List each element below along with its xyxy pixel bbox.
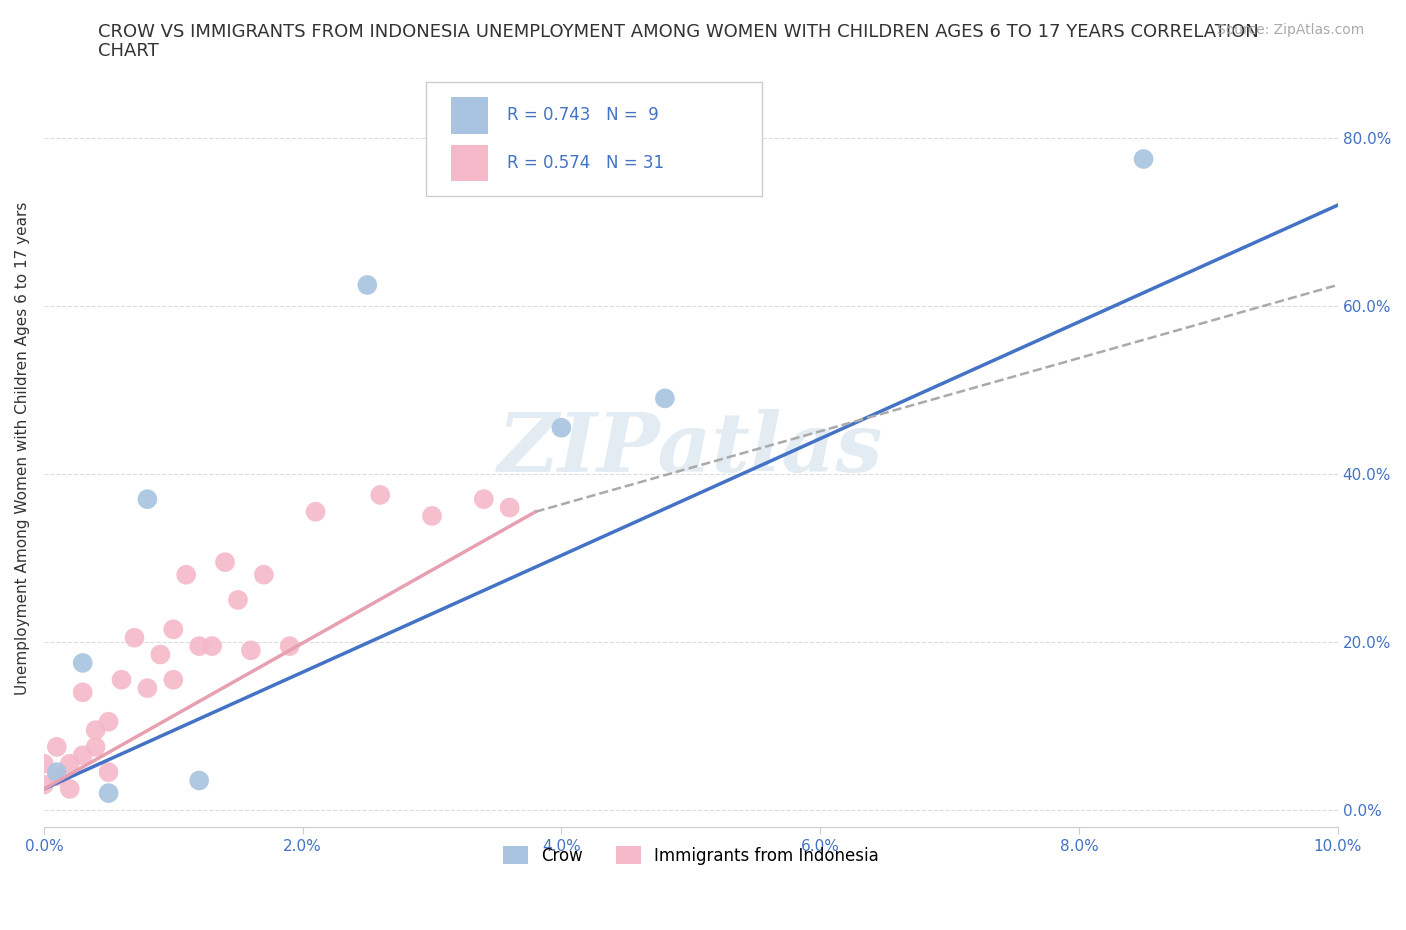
Point	[174, 567, 197, 582]
Point	[45, 769, 67, 784]
Point	[188, 773, 211, 788]
FancyBboxPatch shape	[451, 145, 488, 181]
Point	[97, 714, 120, 729]
Point	[420, 509, 443, 524]
Point	[32, 756, 55, 771]
Point	[72, 656, 94, 671]
FancyBboxPatch shape	[426, 82, 762, 195]
Point	[84, 739, 107, 754]
Point	[214, 554, 236, 569]
Point	[239, 643, 262, 658]
Point	[45, 764, 67, 779]
Point	[1132, 152, 1154, 166]
Point	[149, 647, 172, 662]
Point	[253, 567, 276, 582]
Point	[59, 781, 82, 796]
Point	[162, 672, 184, 687]
Y-axis label: Unemployment Among Women with Children Ages 6 to 17 years: Unemployment Among Women with Children A…	[15, 202, 30, 696]
Text: R = 0.574   N = 31: R = 0.574 N = 31	[508, 154, 664, 172]
Legend: Crow, Immigrants from Indonesia: Crow, Immigrants from Indonesia	[496, 840, 886, 871]
Point	[162, 622, 184, 637]
Point	[278, 639, 301, 654]
Point	[72, 684, 94, 699]
Point	[32, 777, 55, 792]
Point	[45, 739, 67, 754]
Text: ZIPatlas: ZIPatlas	[498, 409, 883, 489]
Point	[550, 420, 572, 435]
Point	[304, 504, 326, 519]
Point	[368, 487, 391, 502]
FancyBboxPatch shape	[451, 98, 488, 134]
Text: CROW VS IMMIGRANTS FROM INDONESIA UNEMPLOYMENT AMONG WOMEN WITH CHILDREN AGES 6 : CROW VS IMMIGRANTS FROM INDONESIA UNEMPL…	[98, 23, 1260, 41]
Point	[84, 723, 107, 737]
Point	[59, 756, 82, 771]
Point	[201, 639, 224, 654]
Point	[356, 277, 378, 292]
Point	[472, 492, 495, 507]
Point	[72, 748, 94, 763]
Point	[188, 639, 211, 654]
Point	[654, 391, 676, 405]
Point	[110, 672, 132, 687]
Point	[136, 681, 159, 696]
Point	[97, 786, 120, 801]
Text: Source: ZipAtlas.com: Source: ZipAtlas.com	[1216, 23, 1364, 37]
Point	[97, 764, 120, 779]
Point	[136, 492, 159, 507]
Point	[226, 592, 249, 607]
Point	[498, 500, 520, 515]
Text: R = 0.743   N =  9: R = 0.743 N = 9	[508, 106, 659, 125]
Point	[124, 631, 146, 645]
Text: CHART: CHART	[98, 42, 159, 60]
